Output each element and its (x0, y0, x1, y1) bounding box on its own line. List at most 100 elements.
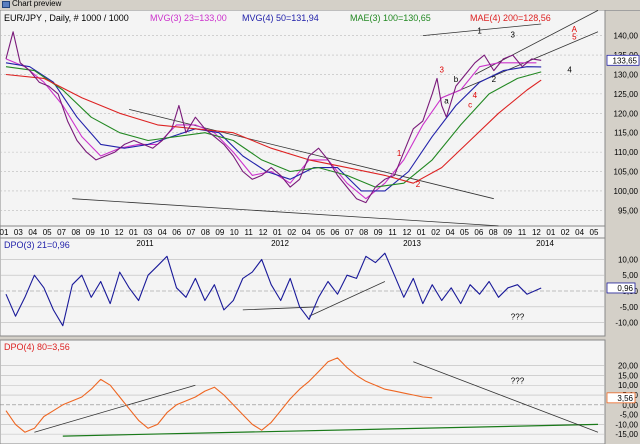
dpo3-y-tick: -5,00 (620, 303, 639, 312)
ma-line (5, 62, 542, 192)
window-title: Chart preview (12, 0, 62, 8)
wave-label: 1 (477, 27, 482, 36)
x-tick-label: 12 (259, 228, 268, 237)
x-tick-label: 05 (590, 228, 599, 237)
x-tick-label: 09 (86, 228, 95, 237)
legend-entry-3: MAE(3) 100=130,65 (350, 13, 431, 23)
dpo3-trendline (308, 281, 386, 317)
x-tick-label: 01 (546, 228, 555, 237)
x-tick-label: 05 (316, 228, 325, 237)
x-tick-label: 08 (359, 228, 368, 237)
dpo4-support-line (62, 423, 599, 437)
dpo3-note: ??? (511, 312, 525, 321)
price-y-tick: 125,00 (614, 90, 639, 99)
x-tick-label: 01 (0, 228, 9, 237)
dpo3-label: DPO(3) 21=0,96 (4, 240, 70, 250)
price-y-tick: 130,00 (614, 70, 639, 79)
price-y-axis: 140,00135,00130,00125,00120,00115,00110,… (606, 32, 640, 215)
price-line (5, 31, 542, 204)
dpo4-y-tick: 15,00 (618, 371, 639, 380)
x-tick-label: 04 (575, 228, 584, 237)
x-tick-label: 07 (57, 228, 66, 237)
year-label: 2013 (403, 239, 421, 248)
dpo4-y-tick: -15,00 (615, 430, 638, 439)
price-panel (0, 10, 606, 227)
dpo3-trendline (242, 306, 319, 311)
wave-label: 5 (572, 33, 577, 42)
x-tick-label: 10 (230, 228, 239, 237)
legend-entry-1: MVG(3) 23=133,00 (150, 13, 227, 23)
x-tick-label: 08 (489, 228, 498, 237)
dpo3-y-tick: -10,00 (615, 319, 638, 328)
wave-label: 2 (416, 180, 421, 189)
dpo3-last-label: 0,96 (617, 284, 633, 293)
ma-line (5, 73, 542, 184)
wave-label: a (444, 97, 449, 106)
last-price-label: 133,65 (613, 56, 638, 65)
x-axis-labels: 01 03 04 05 07 08 09 10 12 01 03 04 06 07 08 09 10 11 12 01… (0, 228, 599, 248)
x-tick-label: 11 (244, 228, 253, 237)
x-tick-label: 06 (172, 228, 181, 237)
year-label: 2011 (136, 239, 154, 248)
wave-label: 3 (439, 66, 444, 75)
x-tick-label: 09 (215, 228, 224, 237)
x-tick-label: 10 (100, 228, 109, 237)
x-tick-label: 09 (374, 228, 383, 237)
wave-label: c (468, 100, 472, 109)
chart-icon (2, 1, 10, 8)
wave-label: 4 (567, 66, 572, 75)
dpo3-line (5, 252, 542, 327)
x-tick-label: 01 (129, 228, 138, 237)
trendline (422, 23, 542, 36)
x-tick-label: 04 (302, 228, 311, 237)
wave-label: 2 (492, 75, 497, 84)
price-y-tick: 100,00 (614, 187, 639, 196)
trendline (72, 198, 499, 227)
x-tick-label: 12 (532, 228, 541, 237)
x-tick-label: 02 (561, 228, 570, 237)
dpo3-chart: 10,005,000,00-5,00-10,000,96??? (0, 252, 639, 328)
price-y-tick: 105,00 (614, 168, 639, 177)
x-tick-label: 04 (446, 228, 455, 237)
price-lines: 1 1 2 2 3 3 4 4 5Aa b c (5, 10, 599, 227)
symbol-header: EUR/JPY , Daily, # 1000 / 1000 (4, 13, 129, 23)
x-tick-label: 08 (201, 228, 210, 237)
wave-label: 4 (473, 91, 478, 100)
dpo3-panel (0, 237, 606, 337)
x-tick-label: 01 (273, 228, 282, 237)
x-tick-label: 09 (503, 228, 512, 237)
dpo4-label: DPO(4) 80=3,56 (4, 342, 70, 352)
dpo3-y-tick: 10,00 (618, 255, 639, 264)
x-tick-label: 07 (187, 228, 196, 237)
x-tick-label: 04 (158, 228, 167, 237)
dpo4-y-tick: 0,00 (622, 401, 638, 410)
trendline (441, 31, 599, 99)
dpo4-y-tick: -10,00 (615, 420, 638, 429)
legend-entry-2: MVG(4) 50=131,94 (242, 13, 319, 23)
legend: MVG(3) 23=133,00 MVG(4) 50=131,94 MAE(3) 1… (150, 13, 551, 23)
year-label: 2012 (271, 239, 289, 248)
x-tick-label: 12 (115, 228, 124, 237)
x-tick-label: 01 (417, 228, 426, 237)
x-tick-label: 11 (518, 228, 527, 237)
dpo4-y-tick: 20,00 (618, 362, 639, 371)
dpo4-y-tick: -5,00 (620, 411, 639, 420)
wave-label: b (454, 75, 459, 84)
dpo4-note: ??? (511, 376, 525, 385)
x-tick-label: 11 (388, 228, 397, 237)
price-y-tick: 140,00 (614, 32, 639, 41)
legend-entry-4: MAE(4) 200=128,56 (470, 13, 551, 23)
x-tick-label: 05 (460, 228, 469, 237)
x-tick-label: 06 (474, 228, 483, 237)
dpo4-panel (0, 339, 606, 444)
x-tick-label: 06 (331, 228, 340, 237)
dpo4-y-tick: 10,00 (618, 381, 639, 390)
dpo4-last-box (606, 392, 636, 404)
wave-label: 1 (397, 149, 402, 158)
x-tick-label: 02 (287, 228, 296, 237)
dpo4-trendline (34, 384, 196, 433)
price-y-tick: 115,00 (614, 129, 638, 138)
x-tick-label: 07 (345, 228, 354, 237)
last-price-box (606, 54, 640, 66)
